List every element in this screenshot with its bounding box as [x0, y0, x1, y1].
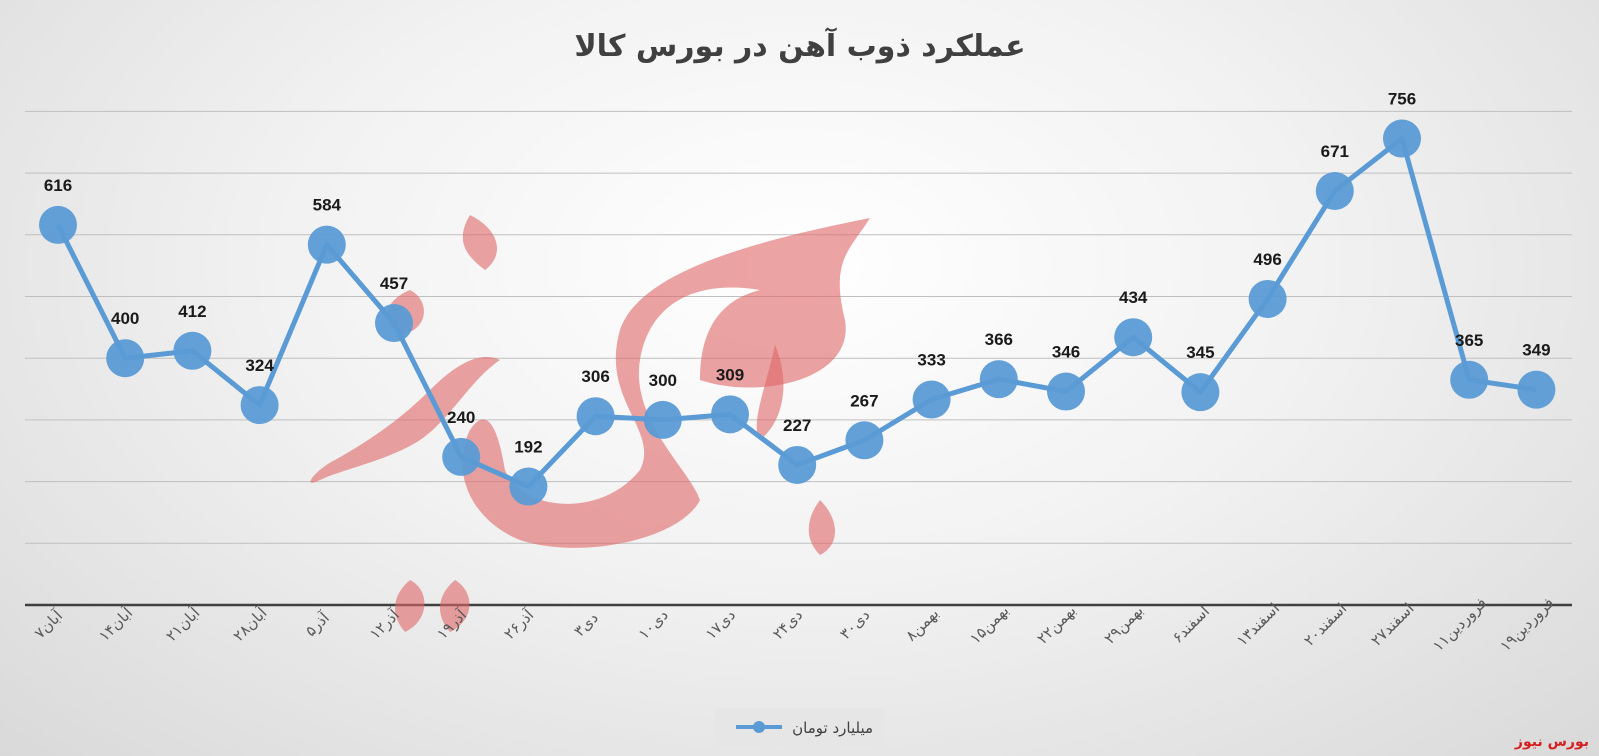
data-point: [240, 386, 279, 425]
x-tick-label: ۲۷اسفند: [1367, 599, 1417, 649]
data-point: [845, 421, 884, 460]
watermark-logo: [310, 215, 870, 632]
data-point: [979, 360, 1018, 399]
data-label: 346: [1052, 343, 1080, 362]
data-label: 434: [1119, 288, 1148, 307]
watermark-shape: [462, 215, 497, 270]
data-label: 227: [783, 416, 811, 435]
x-tick-label: ۲۸آبان: [230, 603, 272, 645]
legend-series-name: میلیارد تومان: [792, 719, 873, 737]
watermark-shape: [462, 218, 870, 548]
data-point: [1181, 373, 1220, 412]
x-tick-label: ۱۳اسفند: [1233, 599, 1283, 649]
data-label: 192: [514, 438, 542, 457]
data-point: [1315, 171, 1354, 210]
x-tick-label: ۳۰دی: [836, 606, 873, 643]
data-point: [1450, 360, 1489, 399]
x-tick-label: ۱۹فروردین: [1496, 594, 1557, 655]
data-point: [912, 380, 951, 419]
data-label: 584: [313, 196, 342, 215]
x-tick-label: ۱۴آبان: [95, 603, 137, 645]
watermark-shape: [439, 580, 470, 632]
data-point: [1383, 119, 1421, 158]
data-label: 267: [850, 391, 878, 410]
data-label: 349: [1522, 341, 1550, 360]
data-label: 496: [1253, 250, 1281, 269]
data-label: 333: [917, 351, 945, 370]
brand-corner-label: بورس نیوز: [1514, 734, 1589, 750]
data-point: [106, 339, 145, 378]
x-tick-label: ۱۰دی: [635, 606, 672, 643]
legend-marker-swatch: [753, 721, 765, 733]
data-label: 457: [380, 274, 408, 293]
data-label: 300: [649, 371, 677, 390]
data-point: [442, 437, 481, 476]
series-line: [39, 119, 1556, 506]
x-tick-label: ۱۱فروردین: [1429, 594, 1490, 655]
data-point: [778, 445, 817, 484]
x-tick-label: ۲۴دی: [769, 606, 806, 643]
x-tick-label: ۲۶آذر: [500, 605, 538, 643]
x-tick-label: ۲۲بهمن: [1033, 601, 1079, 647]
x-tick-label: ۸بهمن: [902, 604, 942, 644]
data-label: 366: [985, 330, 1013, 349]
data-point: [1517, 370, 1556, 409]
data-point: [643, 400, 682, 439]
x-tick-label: ۲۱آبان: [162, 603, 204, 645]
data-point: [1248, 279, 1287, 318]
data-point: [39, 205, 77, 244]
x-tick-label: ۱۵بهمن: [966, 601, 1012, 647]
x-tick-label: ۲۰اسفند: [1300, 599, 1350, 649]
data-label: 412: [178, 302, 206, 321]
data-point: [1114, 318, 1153, 357]
data-point: [576, 397, 615, 436]
data-label: 306: [581, 367, 609, 386]
x-tick-labels: ۷آبان ۱۴آبان ۲۱آبان ۲۸آبان ۵آذر ۱۲آذر ۱۹آذر ۲۶آ…: [31, 594, 1558, 655]
data-labels: 616 400 412 324 584 457 240 192 306 300 309 227 267 3…: [44, 90, 1551, 457]
watermark-shape: [310, 356, 500, 483]
x-tick-label: ۳دی: [570, 609, 601, 640]
data-point: [307, 225, 346, 264]
x-tick-label: ۱۷دی: [702, 606, 739, 643]
data-label: 240: [447, 408, 475, 427]
data-label: 345: [1186, 343, 1214, 362]
x-tick-label: ۵آذر: [302, 608, 334, 640]
x-tick-label: ۷آبان: [31, 606, 67, 642]
x-tick-label: ۲۹بهمن: [1101, 601, 1147, 647]
legend: میلیارد تومان: [715, 708, 884, 746]
chart-title: عملکرد ذوب آهن در بورس کالا: [574, 27, 1025, 64]
data-point: [509, 467, 548, 506]
data-label: 671: [1321, 142, 1349, 161]
data-label: 400: [111, 309, 139, 328]
data-label: 324: [245, 356, 274, 375]
watermark-shape: [394, 580, 425, 632]
data-point: [375, 304, 413, 343]
data-label: 365: [1455, 331, 1483, 350]
x-tick-label: ۶اسفند: [1169, 602, 1213, 646]
data-point: [173, 331, 212, 370]
data-point: [711, 395, 749, 434]
data-point: [1047, 372, 1085, 411]
watermark-shape: [808, 500, 835, 555]
watermark-shape: [756, 345, 784, 440]
data-label: 756: [1388, 90, 1416, 109]
data-label: 309: [716, 365, 744, 384]
data-label: 616: [44, 176, 72, 195]
